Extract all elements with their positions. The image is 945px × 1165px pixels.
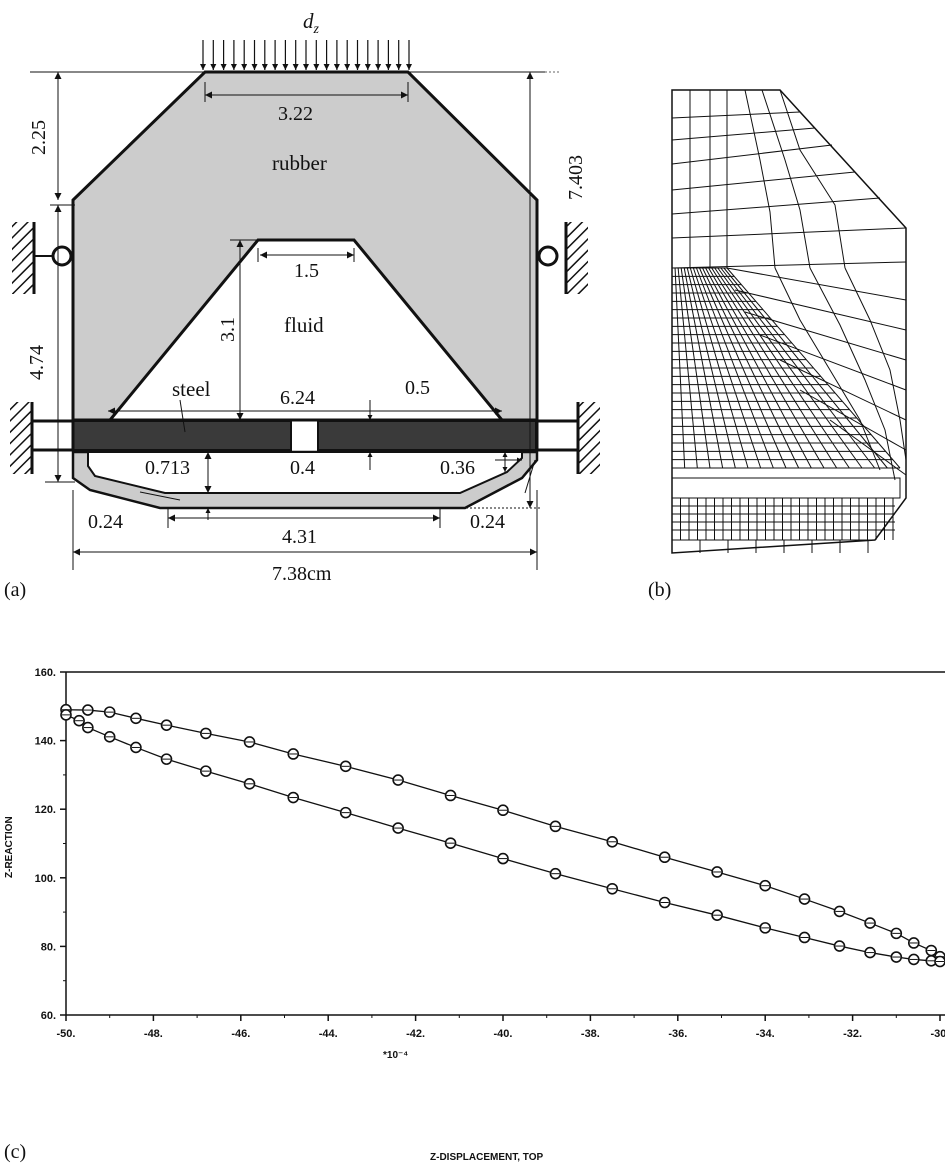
panel-c-chart: 60. 80. 100. 120. 140. 160. -50. -48. -46. -44. -… [4,667,945,1163]
x-tick-label: -30. [931,1028,945,1040]
x-tick-label: -44. [319,1028,338,1040]
x-tick-label: -48. [144,1028,163,1040]
steel-plate-right [317,420,537,451]
x-tick-label: -34. [756,1028,775,1040]
dim-wall-right: 0.24 [470,511,505,533]
dim-gap: 0.4 [290,457,315,479]
panel-b: (b) [648,89,907,601]
distributed-load-arrows [200,40,412,70]
lower-fluid-cavity [87,451,523,494]
series-line-2 [65,714,941,963]
fe-mesh [671,89,907,554]
panel-label-c: (c) [4,1141,26,1163]
y-tick-label: 120. [35,804,56,816]
label-fluid: fluid [284,313,324,337]
x-tick-label: -42. [406,1028,425,1040]
x-tick-label: -50. [57,1028,76,1040]
fixed-support-left [10,402,75,474]
dim-total-height: 7.403 [565,155,587,200]
x-tick-label: -46. [231,1028,250,1040]
y-tick-label: 80. [41,941,56,953]
roller-support-left [12,222,73,294]
dim-steel-thickness: 0.5 [405,377,430,399]
dim-fluid-top-width: 1.5 [294,260,319,282]
roller-support-right [537,222,588,294]
dim-top-height: 2.25 [28,120,50,155]
dim-fluid-height: 3.1 [217,317,239,342]
x-axis-label: Z-DISPLACEMENT, TOP [430,1152,543,1163]
y-axis-label: Z-REACTION [4,816,15,878]
dim-side-height: 4.74 [26,345,48,380]
panel-label-a: (a) [4,579,26,601]
y-tick-label: 100. [35,873,56,885]
label-steel: steel [172,377,211,401]
label-rubber: rubber [272,151,327,175]
panel-label-b: (b) [648,579,671,601]
x-tick-label: -38. [581,1028,600,1040]
y-tick-label: 160. [35,667,56,679]
dimension-lines [30,71,545,570]
x-tick-label: -36. [668,1028,687,1040]
dim-wall-left: 0.24 [88,511,123,533]
dim-lower-cavity-height: 0.713 [145,457,190,479]
x-multiplier: *10⁻⁴ [383,1050,408,1061]
x-tick-label: -40. [494,1028,513,1040]
steel-plate-left [72,420,292,451]
fixed-support-right [535,402,600,474]
load-label: dz [303,9,320,37]
series-line-1 [65,709,941,958]
panel-a: dz [4,9,600,601]
dim-fluid-base: 6.24 [280,387,315,409]
x-tick-label: -32. [843,1028,862,1040]
dim-top-width: 3.22 [278,103,313,125]
y-tick-label: 140. [35,736,56,748]
dim-total-width: 7.38cm [272,563,332,585]
y-tick-label: 60. [41,1010,56,1022]
dim-bottom-width: 4.31 [282,526,317,548]
dim-corner-offset: 0.36 [440,457,475,479]
